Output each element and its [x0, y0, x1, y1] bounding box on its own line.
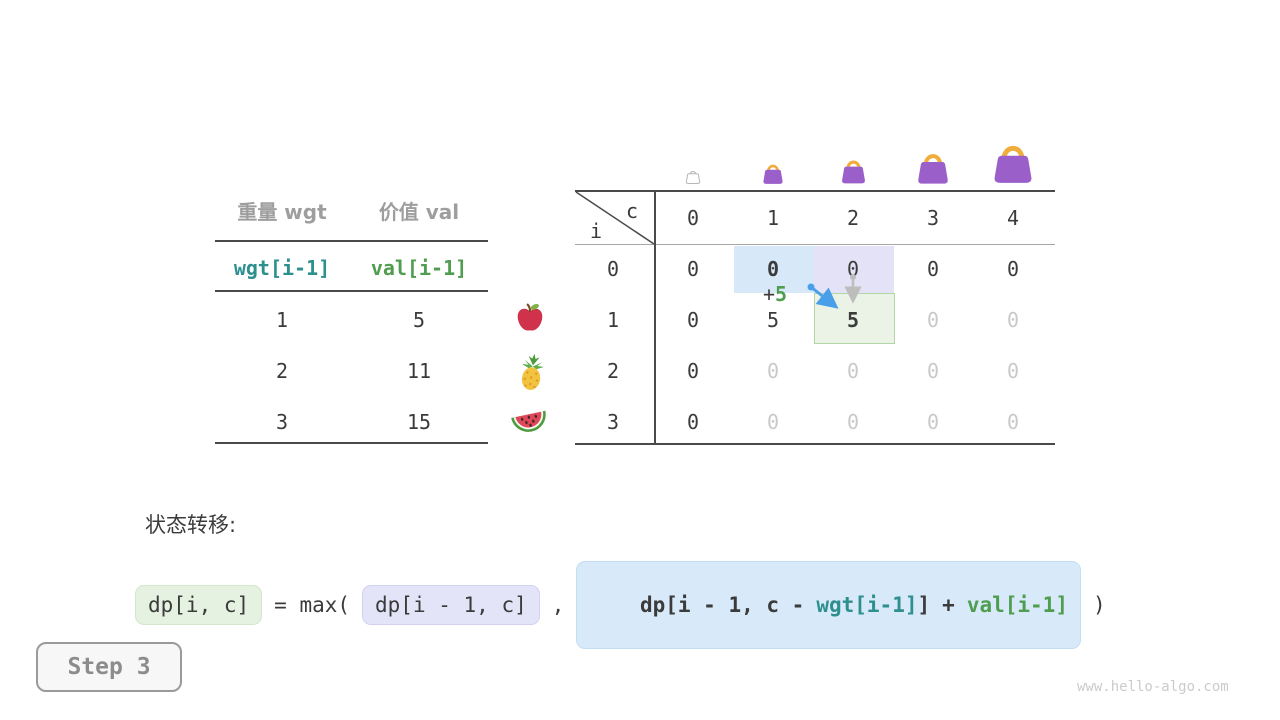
dp-table-line-top	[575, 190, 1055, 192]
bag-capacity-3-icon	[913, 147, 953, 187]
dp-col-header-2: 2	[846, 206, 860, 230]
take-prefix: dp[i - 1, c -	[639, 593, 805, 617]
item-wgt-2: 2	[275, 359, 289, 383]
transition-formula: dp[i, c] = max( dp[i - 1, c] , dp[i - 1,…	[135, 561, 1106, 649]
dp-corner-col-label: c	[626, 199, 639, 223]
dp-cell-2-1: 0	[766, 359, 780, 383]
dp-cell-1-2: 5	[846, 308, 860, 332]
apple-icon	[517, 303, 543, 331]
dp-cell-2-4: 0	[1006, 359, 1020, 383]
dp-cell-3-3: 0	[926, 410, 940, 434]
dp-cell-1-3: 0	[926, 308, 940, 332]
formula-close-paren: )	[1092, 593, 1106, 617]
plus-sign: +	[763, 282, 776, 306]
items-table-line-mid	[215, 290, 488, 292]
item-val-1: 5	[412, 308, 426, 332]
dp-cell-0-1: 0	[766, 257, 780, 281]
step-indicator-button[interactable]: Step 3	[36, 642, 182, 692]
take-close-bracket: ]	[917, 593, 931, 617]
dp-cell-1-4: 0	[1006, 308, 1020, 332]
dp-cell-3-2: 0	[846, 410, 860, 434]
formula-take-option-box: dp[i - 1, c - wgt[i-1]] + val[i-1]	[576, 561, 1081, 649]
dp-table-line-bottom	[575, 443, 1055, 445]
dp-col-header-0: 0	[686, 206, 700, 230]
items-col-header-weight: 重量 wgt	[237, 200, 327, 224]
items-table-line-top	[215, 240, 488, 242]
take-val-term: val[i-1]	[966, 593, 1068, 617]
transition-heading: 状态转移:	[145, 513, 237, 537]
items-table-line-bottom	[215, 442, 488, 444]
pineapple-icon	[521, 353, 544, 390]
dp-cell-0-4: 0	[1006, 257, 1020, 281]
dp-corner-row-label: i	[590, 219, 603, 243]
formula-lhs-box: dp[i, c]	[135, 585, 263, 625]
added-value: 5	[775, 282, 788, 306]
dp-table-line-header	[575, 244, 1055, 245]
dp-cell-0-2: 0	[846, 257, 860, 281]
dp-cell-3-4: 0	[1006, 410, 1020, 434]
dp-cell-0-3: 0	[926, 257, 940, 281]
highlight-source-cell-blue	[734, 246, 814, 293]
dp-cell-2-2: 0	[846, 359, 860, 383]
formula-equals-max: = max(	[274, 593, 351, 617]
dp-table-line-vertical	[654, 190, 656, 445]
dp-col-header-4: 4	[1006, 206, 1020, 230]
item-wgt-3: 3	[275, 410, 289, 434]
dp-cell-2-3: 0	[926, 359, 940, 383]
dp-row-header-2: 2	[606, 359, 620, 383]
dp-cell-2-0: 0	[686, 359, 700, 383]
bag-capacity-2-icon	[838, 155, 869, 186]
item-val-2: 11	[406, 359, 432, 383]
bag-capacity-4-icon	[988, 137, 1038, 187]
item-val-3: 15	[406, 410, 432, 434]
dp-cell-3-0: 0	[686, 410, 700, 434]
items-var-wgt: wgt[i-1]	[233, 256, 331, 280]
watermelon-icon	[511, 410, 546, 432]
take-plus-sign: +	[942, 593, 955, 617]
items-col-header-value: 价值 val	[378, 200, 460, 224]
dp-row-header-0: 0	[606, 257, 620, 281]
dp-corner-diagonal-line	[575, 191, 655, 245]
take-wgt-term: wgt[i-1]	[816, 593, 918, 617]
dp-row-header-1: 1	[606, 308, 620, 332]
dp-cell-1-0: 0	[686, 308, 700, 332]
bag-capacity-0-icon	[684, 167, 702, 185]
item-wgt-1: 1	[275, 308, 289, 332]
items-var-val: val[i-1]	[370, 256, 468, 280]
transition-add-value-label: +5	[763, 283, 787, 305]
formula-keep-option-box: dp[i - 1, c]	[362, 585, 540, 625]
formula-comma: ,	[551, 593, 565, 617]
dp-col-header-3: 3	[926, 206, 940, 230]
site-watermark: www.hello-algo.com	[1077, 679, 1229, 695]
dp-cell-1-1: 5	[766, 308, 780, 332]
dp-cell-0-0: 0	[686, 257, 700, 281]
dp-col-header-1: 1	[766, 206, 780, 230]
bag-capacity-1-icon	[760, 160, 786, 186]
dp-cell-3-1: 0	[766, 410, 780, 434]
dp-row-header-3: 3	[606, 410, 620, 434]
